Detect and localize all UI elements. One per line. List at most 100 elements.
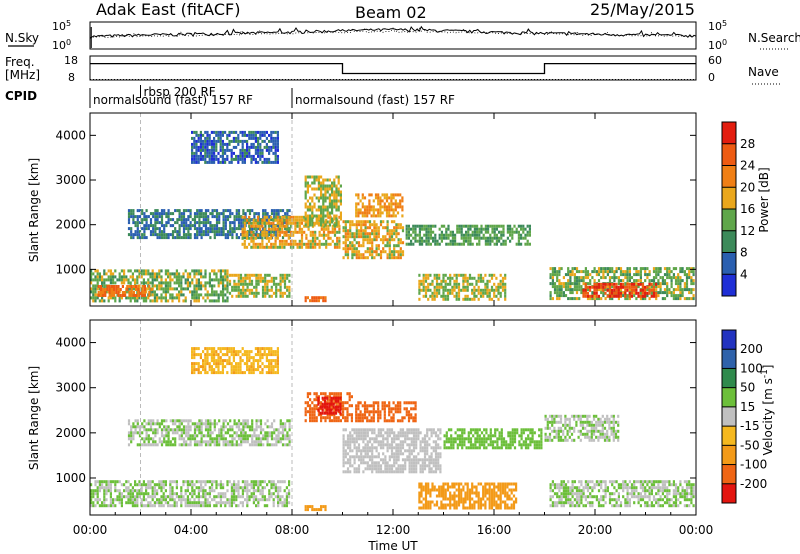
heatmap-cell — [202, 440, 205, 444]
heatmap-cell — [377, 226, 380, 230]
heatmap-cell — [617, 288, 620, 292]
heatmap-cell — [277, 224, 280, 228]
heatmap-cell — [469, 239, 472, 243]
heatmap-cell — [169, 419, 172, 423]
heatmap-cell — [187, 434, 190, 438]
heatmap-cell — [262, 212, 265, 216]
heatmap-cell — [138, 236, 142, 240]
heatmap-cell — [240, 437, 243, 441]
heatmap-cell — [278, 215, 282, 219]
heatmap-cell — [657, 291, 660, 295]
heatmap-cell — [197, 362, 200, 366]
heatmap-cell — [229, 233, 232, 237]
heatmap-cell — [630, 285, 633, 289]
heatmap-cell — [650, 288, 653, 292]
heatmap-cell — [281, 239, 284, 243]
heatmap-cell — [151, 486, 154, 490]
heatmap-cell — [187, 230, 190, 234]
heatmap-cell — [134, 504, 137, 508]
heatmap-cell — [206, 356, 209, 360]
heatmap-cell — [252, 218, 255, 222]
heatmap-cell — [257, 291, 260, 295]
heatmap-cell — [296, 230, 299, 234]
heatmap-cell — [304, 178, 307, 182]
heatmap-cell — [191, 434, 194, 438]
heatmap-cell — [118, 489, 121, 493]
heatmap-cell — [246, 483, 249, 487]
heatmap-cell — [235, 154, 238, 158]
heatmap-cell — [500, 230, 503, 234]
heatmap-cell — [467, 242, 470, 246]
heatmap-cell — [517, 230, 520, 234]
heatmap-cell — [467, 230, 470, 234]
heatmap-cell — [129, 492, 132, 496]
heatmap-cell — [255, 282, 258, 286]
heatmap-cell — [193, 154, 196, 158]
heatmap-cell — [573, 288, 576, 292]
heatmap-cell — [158, 480, 161, 484]
heatmap-cell — [154, 212, 157, 216]
heatmap-cell — [220, 437, 223, 441]
heatmap-cell — [127, 269, 130, 273]
heatmap-cell — [213, 489, 216, 493]
heatmap-cell — [289, 221, 293, 225]
heatmap-cell — [265, 230, 268, 234]
heatmap-cell — [562, 282, 565, 286]
heatmap-cell — [206, 353, 209, 357]
heatmap-cell — [167, 437, 170, 441]
heatmap-cell — [112, 278, 115, 282]
heatmap-cell — [136, 278, 139, 282]
heatmap-cell — [261, 151, 264, 155]
heatmap-cell — [479, 279, 483, 283]
heatmap-cell — [418, 291, 421, 295]
heatmap-cell — [315, 419, 318, 423]
heatmap-cell — [284, 422, 287, 426]
heatmap-cell — [498, 224, 501, 228]
heatmap-cell — [237, 489, 240, 493]
heatmap-cell — [189, 272, 192, 276]
heatmap-cell — [215, 218, 219, 222]
heatmap-cell — [162, 492, 165, 496]
heatmap-cell — [127, 437, 131, 441]
heatmap-cell — [195, 495, 198, 499]
heatmap-cell — [322, 230, 326, 234]
heatmap-cell — [231, 285, 234, 289]
heatmap-cell — [440, 224, 443, 228]
heatmap-cell — [220, 425, 223, 429]
heatmap-cell — [322, 181, 325, 185]
heatmap-cell — [222, 275, 225, 279]
heatmap-cell — [410, 227, 413, 231]
heatmap-cell — [182, 498, 185, 502]
heatmap-cell — [254, 133, 257, 137]
heatmap-cell — [362, 235, 365, 239]
heatmap-cell — [156, 221, 159, 225]
heatmap-cell — [633, 288, 636, 292]
heatmap-cell — [586, 285, 589, 289]
frequency-panel: Freq. [MHz] 18 8 60 0 Nave — [5, 54, 782, 85]
heatmap-cell — [233, 480, 236, 484]
heatmap-cell — [429, 236, 432, 240]
heatmap-cell — [233, 227, 236, 231]
heatmap-cell — [215, 209, 219, 213]
heatmap-cell — [270, 133, 273, 137]
heatmap-cell — [211, 486, 214, 490]
heatmap-cell — [311, 236, 315, 240]
heatmap-cell — [652, 282, 656, 286]
heatmap-cell — [164, 495, 167, 499]
heatmap-cell — [613, 288, 616, 292]
heatmap-cell — [197, 154, 200, 158]
heatmap-cell — [145, 434, 148, 438]
heatmap-cell — [230, 498, 233, 502]
heatmap-cell — [388, 256, 391, 260]
heatmap-cell — [500, 242, 503, 246]
heatmap-cell — [237, 142, 240, 146]
heatmap-cell — [374, 208, 378, 212]
heatmap-cell — [274, 245, 277, 249]
heatmap-cell — [158, 437, 161, 441]
heatmap-cell — [489, 242, 492, 246]
heatmap-cell — [158, 272, 161, 276]
heatmap-cell — [96, 486, 99, 490]
heatmap-cell — [143, 212, 146, 216]
heatmap-cell — [243, 230, 246, 234]
heatmap-cell — [595, 294, 598, 298]
